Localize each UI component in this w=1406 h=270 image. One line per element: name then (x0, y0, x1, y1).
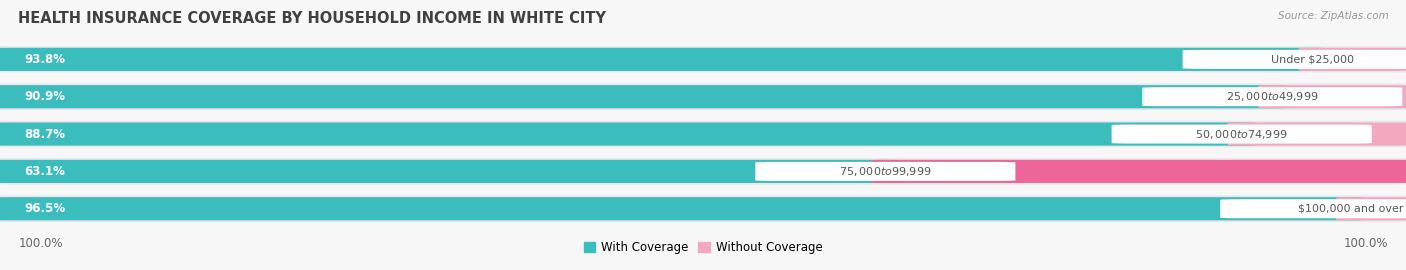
FancyBboxPatch shape (0, 195, 1406, 222)
FancyBboxPatch shape (1112, 124, 1372, 144)
FancyBboxPatch shape (1258, 85, 1406, 108)
FancyBboxPatch shape (0, 123, 1256, 146)
FancyBboxPatch shape (0, 197, 1364, 220)
FancyBboxPatch shape (0, 83, 1406, 110)
Text: 90.9%: 90.9% (24, 90, 65, 103)
Text: 93.8%: 93.8% (24, 53, 65, 66)
FancyBboxPatch shape (1227, 123, 1406, 146)
Text: HEALTH INSURANCE COVERAGE BY HOUSEHOLD INCOME IN WHITE CITY: HEALTH INSURANCE COVERAGE BY HOUSEHOLD I… (18, 11, 606, 26)
Text: Under $25,000: Under $25,000 (1271, 54, 1354, 64)
FancyBboxPatch shape (0, 85, 1286, 108)
FancyBboxPatch shape (0, 48, 1327, 71)
FancyBboxPatch shape (1142, 87, 1402, 106)
FancyBboxPatch shape (1220, 199, 1406, 218)
FancyBboxPatch shape (755, 162, 1015, 181)
Text: Source: ZipAtlas.com: Source: ZipAtlas.com (1278, 11, 1389, 21)
FancyBboxPatch shape (1182, 50, 1406, 69)
Text: $50,000 to $74,999: $50,000 to $74,999 (1195, 127, 1288, 141)
FancyBboxPatch shape (0, 158, 1406, 185)
Legend: With Coverage, Without Coverage: With Coverage, Without Coverage (579, 236, 827, 259)
Text: $100,000 and over: $100,000 and over (1298, 204, 1403, 214)
Text: 63.1%: 63.1% (24, 165, 65, 178)
FancyBboxPatch shape (1299, 48, 1406, 71)
Text: $25,000 to $49,999: $25,000 to $49,999 (1226, 90, 1319, 103)
Text: 88.7%: 88.7% (24, 127, 65, 141)
FancyBboxPatch shape (0, 46, 1406, 73)
FancyBboxPatch shape (0, 121, 1406, 147)
FancyBboxPatch shape (872, 160, 1406, 183)
Text: 100.0%: 100.0% (18, 237, 63, 250)
FancyBboxPatch shape (1336, 197, 1406, 220)
Text: 100.0%: 100.0% (1343, 237, 1388, 250)
Text: $75,000 to $99,999: $75,000 to $99,999 (839, 165, 932, 178)
Text: 96.5%: 96.5% (24, 202, 65, 215)
FancyBboxPatch shape (0, 160, 900, 183)
